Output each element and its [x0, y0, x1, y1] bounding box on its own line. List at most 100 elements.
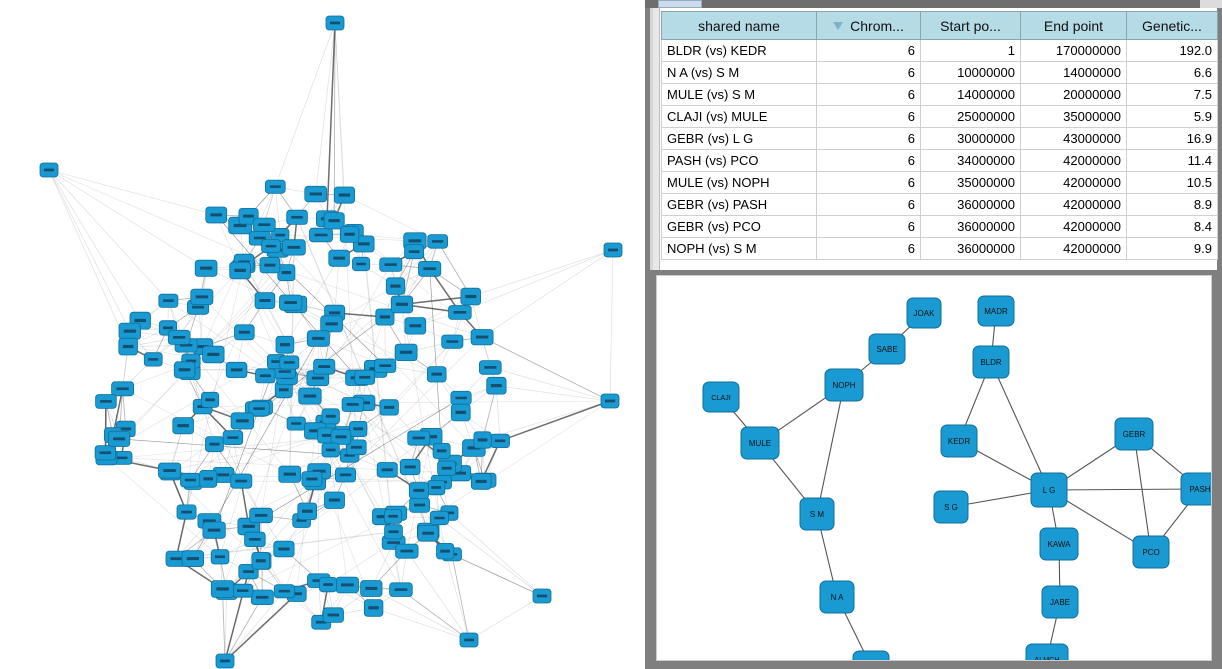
network-edge[interactable]: [48, 169, 169, 301]
network-node[interactable]: [322, 607, 344, 623]
network-node[interactable]: [249, 507, 273, 524]
network-edge[interactable]: [437, 241, 472, 297]
network-node[interactable]: [202, 345, 225, 364]
node-shape[interactable]: [972, 345, 1010, 379]
cell-end_point[interactable]: 42000000: [1020, 171, 1127, 194]
node-shape[interactable]: [1132, 535, 1170, 569]
network-edge[interactable]: [105, 285, 396, 454]
network-node[interactable]: [459, 632, 479, 648]
node-shape[interactable]: [824, 368, 864, 402]
network-edge[interactable]: [468, 595, 543, 641]
cell-chromosome[interactable]: 6: [816, 237, 921, 260]
network-edge[interactable]: [352, 404, 442, 483]
network-edge[interactable]: [48, 169, 271, 266]
network-node[interactable]: PASH: [1180, 472, 1211, 506]
network-node[interactable]: [486, 376, 507, 395]
network-edge[interactable]: [48, 169, 217, 216]
network-node[interactable]: [384, 524, 403, 540]
network-edge[interactable]: [499, 400, 611, 442]
network-node[interactable]: [309, 227, 333, 243]
node-shape[interactable]: [868, 333, 906, 365]
network-edge[interactable]: [224, 593, 298, 662]
network-edge[interactable]: [406, 550, 470, 641]
network-node[interactable]: [441, 334, 464, 349]
cell-chromosome[interactable]: 6: [816, 39, 921, 62]
network-node[interactable]: [173, 361, 196, 379]
network-edge[interactable]: [490, 367, 611, 402]
cell-shared_name[interactable]: MULE (vs) NOPH: [661, 171, 817, 194]
network-node[interactable]: [323, 212, 345, 230]
network-edge[interactable]: [363, 400, 611, 404]
network-node[interactable]: [436, 543, 455, 560]
network-edge[interactable]: [451, 554, 543, 597]
cell-end_point[interactable]: 42000000: [1020, 149, 1127, 172]
network-node[interactable]: [181, 550, 205, 568]
network-node[interactable]: [278, 465, 302, 483]
network-node[interactable]: [229, 261, 251, 280]
network-edge[interactable]: [275, 22, 336, 187]
cell-genetic[interactable]: 10.5: [1126, 171, 1218, 194]
network-node[interactable]: [273, 584, 295, 599]
network-node[interactable]: [333, 186, 355, 204]
network-node[interactable]: S G: [933, 490, 969, 524]
cell-genetic[interactable]: 16.9: [1126, 127, 1218, 150]
cell-shared_name[interactable]: NOPH (vs) S M: [661, 237, 817, 260]
network-node[interactable]: [345, 439, 367, 456]
cell-genetic[interactable]: 192.0: [1126, 39, 1218, 62]
network-node[interactable]: [384, 508, 403, 524]
network-edge[interactable]: [451, 554, 470, 641]
network-node[interactable]: [429, 510, 449, 526]
network-edge[interactable]: [609, 249, 614, 402]
network-node[interactable]: [532, 588, 552, 604]
network-node[interactable]: [313, 358, 336, 375]
cell-genetic[interactable]: 11.4: [1126, 149, 1218, 172]
table-row[interactable]: BLDR (vs) KEDR 6 1 170000000 192.0: [661, 39, 1218, 62]
network-node[interactable]: [354, 369, 376, 385]
node-shape[interactable]: [1180, 472, 1211, 506]
network-node[interactable]: [158, 293, 179, 308]
table-row[interactable]: N A (vs) S M 6 10000000 14000000 6.6: [661, 61, 1218, 84]
network-node[interactable]: [330, 428, 352, 445]
network-edge[interactable]: [449, 512, 543, 597]
network-edge[interactable]: [482, 400, 611, 441]
network-node[interactable]: [158, 462, 182, 479]
network-node[interactable]: [324, 491, 345, 509]
network-node[interactable]: [341, 397, 365, 412]
scrollbar-stub[interactable]: [1200, 0, 1222, 8]
network-node[interactable]: [248, 401, 270, 417]
cell-end_point[interactable]: 42000000: [1020, 215, 1127, 238]
network-node[interactable]: [286, 209, 308, 225]
network-node[interactable]: [379, 399, 399, 416]
network-node[interactable]: [426, 366, 447, 383]
column-header-end_point[interactable]: End point: [1020, 11, 1127, 40]
table-row[interactable]: GEBR (vs) PASH 6 36000000 42000000 8.9: [661, 193, 1218, 216]
edge-table[interactable]: shared name Chrom... Start po... End point G…: [661, 11, 1218, 260]
network-node[interactable]: [205, 436, 224, 453]
network-node[interactable]: [432, 442, 451, 459]
network-node[interactable]: [448, 305, 472, 320]
network-node[interactable]: [376, 462, 398, 478]
network-edge[interactable]: [104, 401, 107, 453]
network-node[interactable]: [210, 580, 235, 598]
cell-chromosome[interactable]: 6: [816, 193, 921, 216]
network-edge[interactable]: [459, 249, 614, 313]
network-node[interactable]: [297, 502, 317, 521]
network-node[interactable]: [321, 442, 340, 458]
network-node[interactable]: [470, 329, 494, 346]
cell-start_point[interactable]: 36000000: [920, 193, 1021, 216]
cell-chromosome[interactable]: 6: [816, 127, 921, 150]
network-node[interactable]: [210, 549, 230, 565]
column-header-start_point[interactable]: Start po...: [920, 11, 1021, 40]
tab-stub[interactable]: [658, 0, 702, 8]
network-node[interactable]: [176, 504, 197, 520]
network-edge[interactable]: [400, 589, 470, 641]
cell-end_point[interactable]: 170000000: [1020, 39, 1127, 62]
network-node[interactable]: JABE: [1041, 585, 1079, 619]
network-node[interactable]: [95, 394, 117, 409]
network-node[interactable]: [478, 360, 502, 375]
network-edge[interactable]: [213, 361, 277, 531]
network-node[interactable]: [395, 543, 419, 559]
network-node[interactable]: [143, 352, 163, 367]
network-edge[interactable]: [481, 336, 611, 402]
network-node[interactable]: [320, 315, 343, 333]
